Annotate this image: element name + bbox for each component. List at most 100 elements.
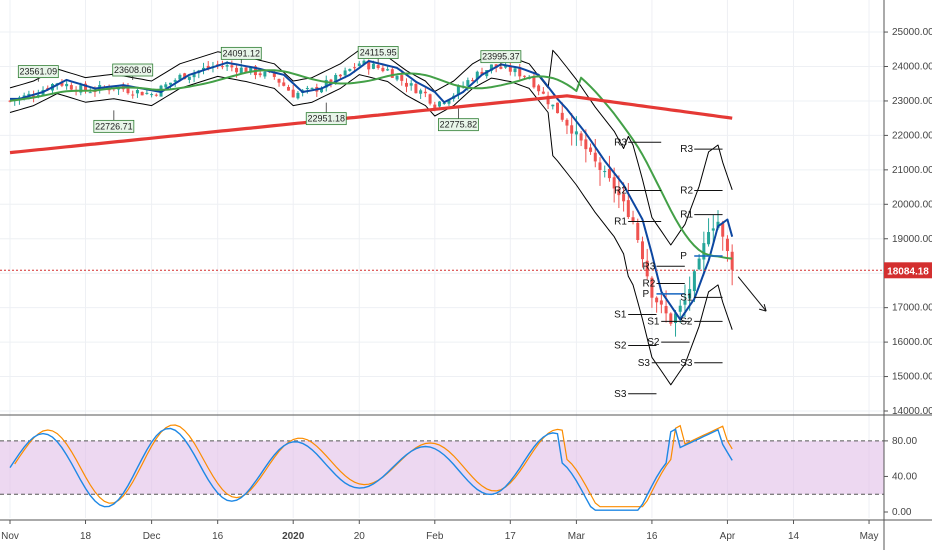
candle-body	[456, 86, 460, 96]
candle-body	[428, 94, 432, 104]
candle-body	[329, 79, 333, 84]
candle-body	[296, 92, 300, 99]
candle-body	[220, 66, 224, 68]
pivot-label: P	[680, 251, 687, 262]
candle-body	[277, 78, 281, 83]
candle-body	[8, 100, 12, 102]
x-tick-label: 16	[212, 531, 224, 542]
candle-body	[65, 83, 69, 87]
candle-body	[84, 83, 88, 92]
candle-body	[187, 76, 191, 80]
osc-y-tick-label: 80.00	[892, 436, 917, 447]
pivot-label: P	[642, 289, 649, 300]
pivot-label: S1	[680, 292, 693, 303]
candle-body	[206, 65, 210, 69]
price-annotation-label: 23608.06	[114, 65, 152, 75]
candle-body	[447, 100, 451, 104]
candle-body	[579, 133, 583, 141]
candle-body	[324, 79, 328, 88]
x-tick-label: Feb	[426, 531, 444, 542]
candle-body	[362, 60, 366, 65]
candle-body	[570, 125, 574, 134]
candle-body	[664, 306, 668, 314]
candle-body	[659, 300, 663, 305]
candle-body	[60, 81, 64, 86]
oscillator-pane	[0, 424, 884, 511]
ma-medium-line	[9, 69, 733, 260]
candle-body	[371, 63, 375, 69]
candle-body	[603, 170, 607, 173]
candle-body	[348, 68, 352, 71]
candle-body	[334, 74, 338, 83]
candle-body	[683, 300, 687, 305]
candle-body	[225, 65, 229, 67]
candle-body	[164, 84, 168, 88]
oscillator-band	[0, 440, 884, 495]
x-tick-label: 20	[354, 531, 366, 542]
candle-body	[574, 131, 578, 135]
candle-body	[508, 65, 512, 72]
candle-body	[565, 119, 569, 126]
oscillator-main-line	[9, 427, 733, 511]
candle-body	[655, 297, 659, 303]
x-tick-label: 18	[80, 531, 92, 542]
pivot-label: R2	[614, 186, 627, 197]
candle-body	[541, 91, 545, 94]
candle-body	[150, 94, 154, 96]
candle-body	[697, 258, 701, 270]
candle-body	[376, 65, 380, 68]
price-annotation-label: 22726.71	[95, 121, 133, 131]
projection-arrow-head	[759, 303, 767, 312]
candle-body	[386, 69, 390, 71]
candle-body	[702, 243, 706, 260]
candle-body	[546, 95, 550, 105]
candle-body	[178, 74, 182, 80]
candle-body	[404, 82, 408, 87]
candle-body	[126, 88, 130, 94]
price-annotation-box	[357, 46, 399, 59]
y-tick-label: 23000.00	[892, 96, 932, 107]
candle-body	[674, 313, 678, 324]
pivot-label: R3	[642, 261, 655, 272]
candle-body	[173, 80, 177, 82]
osc-y-tick-label: 0.00	[892, 507, 912, 518]
y-tick-label: 19000.00	[892, 234, 932, 245]
candle-body	[612, 177, 616, 189]
candle-body	[282, 82, 286, 86]
candle-body	[409, 83, 413, 86]
y-tick-label: 24000.00	[892, 62, 932, 73]
price-annotation-box	[112, 63, 154, 77]
x-tick-label: Mar	[568, 531, 586, 542]
price-annotation-box	[437, 118, 479, 132]
candle-body	[88, 92, 92, 94]
projection-arrow	[737, 276, 767, 312]
candle-body	[551, 104, 555, 107]
candle-body	[692, 271, 696, 292]
price-annotation-label: 22951.18	[307, 114, 345, 124]
candle-body	[154, 94, 158, 96]
candle-body	[593, 152, 597, 162]
candle-body	[442, 102, 446, 104]
pivot-label: R2	[642, 279, 655, 290]
candle-body	[131, 94, 135, 96]
candle-body	[489, 64, 493, 71]
bollinger-lower-line	[9, 74, 733, 386]
last-price-badge	[884, 262, 932, 279]
candle-body	[537, 85, 541, 92]
candle-body	[631, 217, 635, 222]
candle-body	[395, 75, 399, 80]
candle-body	[725, 238, 729, 252]
candle-body	[145, 92, 149, 94]
candle-body	[320, 88, 324, 93]
candle-body	[707, 232, 711, 245]
candle-body	[556, 102, 560, 114]
price-annotation-label: 23995.37	[482, 52, 520, 62]
candle-body	[168, 82, 172, 85]
y-tick-label: 21000.00	[892, 165, 932, 176]
price-annotation-box	[480, 50, 522, 64]
candle-body	[522, 75, 526, 77]
price-pane: 23561.09 23608.06 22726.71 24091.12 22951.18…	[0, 46, 884, 400]
ma-fast-line	[10, 60, 734, 321]
candle-body	[730, 251, 734, 270]
